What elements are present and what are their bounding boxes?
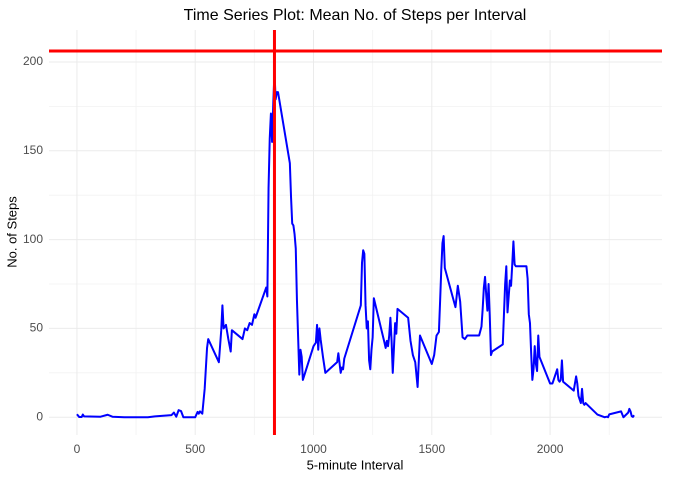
y-tick-label: 200 (23, 54, 43, 68)
y-tick-label: 100 (23, 232, 43, 246)
x-tick-label: 1500 (418, 442, 445, 456)
x-tick-label: 500 (185, 442, 205, 456)
y-tick-label: 150 (23, 143, 43, 157)
x-tick-label: 2000 (537, 442, 564, 456)
data-line (76, 71, 635, 419)
y-tick-label: 50 (30, 321, 44, 335)
y-axis-title: No. of Steps (4, 196, 19, 268)
x-tick-label: 0 (74, 442, 81, 456)
x-tick-label: 1000 (300, 442, 327, 456)
x-axis-title: 5-minute Interval (307, 457, 404, 472)
y-tick-label: 0 (36, 409, 43, 423)
chart-title: Time Series Plot: Mean No. of Steps per … (184, 7, 527, 24)
